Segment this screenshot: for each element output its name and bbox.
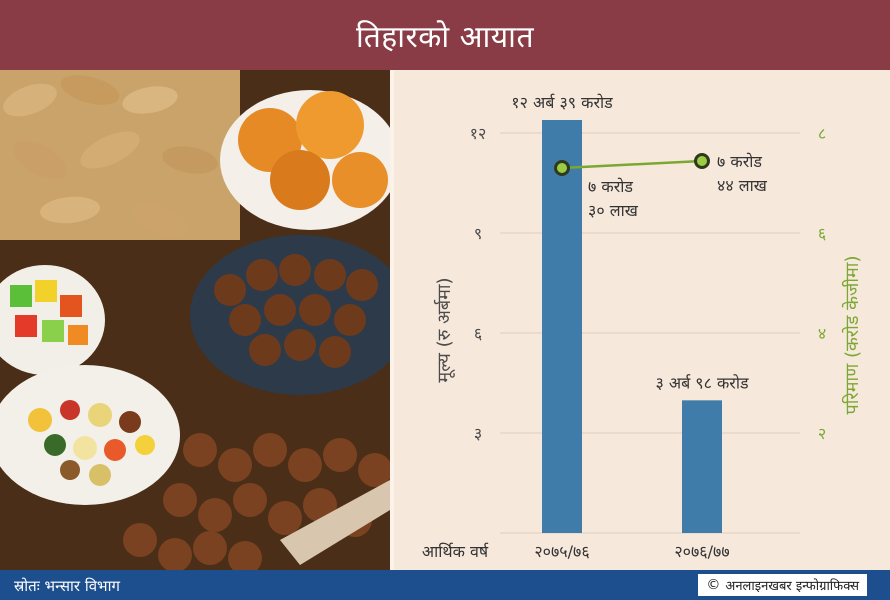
bar-value-label: ३ अर्ब ९८ करोड: [655, 373, 749, 392]
point-label-line1: ७ करोड: [588, 177, 633, 196]
x-tick-label: २०७६/७७: [674, 542, 729, 561]
quantity-point: [554, 160, 570, 176]
right-tick-label: ६: [818, 224, 826, 243]
point-label-line2: ४४ लाख: [717, 176, 768, 195]
x-axis-title: आर्थिक वर्ष: [422, 542, 489, 561]
panel-divider: [390, 70, 394, 570]
quantity-line: [561, 159, 703, 170]
credit-badge: © अनलाइनखबर इन्फोग्राफिक्स: [697, 573, 868, 597]
page-title: तिहारको आयात: [355, 19, 535, 55]
quantity-point: [694, 153, 710, 169]
nuts-and-dried-fruit-photo: [0, 70, 390, 570]
source-text: स्रोतः भन्सार विभाग: [14, 577, 120, 595]
bar-value-label: १२ अर्ब ३९ करोड: [511, 93, 613, 112]
left-tick-label: ३: [474, 424, 482, 443]
left-tick-label: १२: [470, 124, 487, 143]
point-label-line1: ७ करोड: [717, 152, 762, 171]
left-tick-label: ६: [474, 324, 482, 343]
footer-bar: स्रोतः भन्सार विभाग © अनलाइनखबर इन्फोग्र…: [0, 570, 890, 600]
x-tick-label: २०७५/७६: [534, 542, 589, 561]
point-label-line2: ३० लाख: [588, 201, 639, 220]
right-tick-label: ४: [818, 324, 826, 343]
left-tick-label: ९: [474, 224, 482, 243]
credit-text: अनलाइनखबर इन्फोग्राफिक्स: [725, 579, 859, 594]
right-tick-label: २: [818, 424, 826, 443]
right-tick-label: ८: [818, 124, 826, 143]
bar: [542, 120, 582, 533]
page-header: तिहारको आयात: [0, 0, 890, 70]
copyright-icon: ©: [706, 577, 721, 593]
right-axis-title: परिमाण (करोड केजीमा): [841, 256, 863, 415]
left-axis-title: मूल्य (रु अर्बमा): [433, 277, 455, 382]
bar: [682, 400, 722, 533]
